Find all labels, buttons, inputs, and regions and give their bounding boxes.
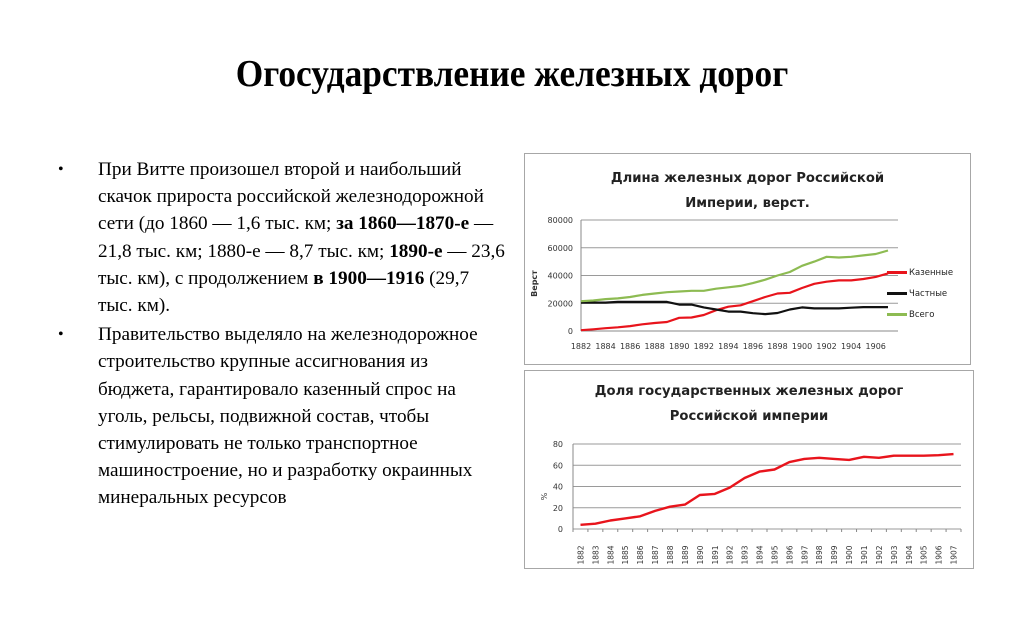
y-tick-label: 20000 <box>548 299 573 308</box>
x-tick-label: 1898 <box>815 545 824 564</box>
bullet-list: • При Витте произошел второй и наибольши… <box>58 156 508 514</box>
chart-legend: Казенные Частные Всего <box>887 262 953 325</box>
text-segment-bold: в 1900—1916 <box>313 267 425 289</box>
x-tick-label: 1888 <box>666 545 675 564</box>
x-tick-label: 1892 <box>694 342 714 351</box>
x-tick-label: 1903 <box>890 545 899 564</box>
x-tick-label: 1905 <box>920 545 929 564</box>
x-tick-label: 1886 <box>636 545 645 564</box>
series-line <box>580 249 889 303</box>
y-tick-label: 0 <box>558 525 563 534</box>
x-tick-label: 1899 <box>830 545 839 564</box>
x-tick-label: 1901 <box>860 545 869 564</box>
x-tick-label: 1907 <box>950 545 959 564</box>
legend-item-state: Казенные <box>887 262 953 283</box>
legend-item-total: Всего <box>887 304 953 325</box>
y-axis-label: Верст <box>530 270 539 297</box>
x-tick-label: 1892 <box>726 545 735 564</box>
chart-plot-area: 0 20 40 60 80 1882 1883 1884 1885 1886 1887 1888 188… <box>540 440 962 565</box>
x-tick-label: 1902 <box>816 342 836 351</box>
bullet-marker: • <box>58 161 64 178</box>
x-tick-label: 1906 <box>866 342 886 351</box>
x-tick-label: 1885 <box>621 545 630 564</box>
series-line <box>580 272 889 332</box>
bullet-marker: • <box>58 326 64 344</box>
x-tick-label: 1902 <box>875 545 884 564</box>
legend-label: Казенные <box>909 267 954 278</box>
y-tick-label: 60000 <box>548 244 573 253</box>
y-tick-label: 80000 <box>548 216 573 225</box>
y-tick-label: 40000 <box>548 272 573 281</box>
x-tick-label: 1894 <box>756 545 765 564</box>
x-tick-label: 1897 <box>800 545 809 564</box>
bullet-text: Правительство выделяло на железнодорожно… <box>98 324 478 509</box>
legend-swatch-black <box>887 292 907 295</box>
x-tick-label: 1888 <box>645 342 665 351</box>
chart-title-line-1: Доля государственных железных дорог <box>594 384 904 399</box>
x-tick-label: 1890 <box>669 342 689 351</box>
bullet-item-witte: • При Витте произошел второй и наибольши… <box>58 156 508 319</box>
legend-item-private: Частные <box>887 283 953 304</box>
x-tick-label: 1900 <box>792 342 812 351</box>
x-tick-label: 1895 <box>770 545 779 564</box>
x-tick-label: 1884 <box>595 342 615 351</box>
text-segment-bold: за 1860—1870-е <box>336 213 470 235</box>
y-tick-label: 80 <box>553 440 563 449</box>
chart-title: Доля государственных железных дорог Росс… <box>525 379 973 429</box>
chart-title-line-2: Империи, верст. <box>685 196 810 211</box>
x-tick-label: 1906 <box>935 545 944 564</box>
text-segment: При Витте произошел второй и наибольший … <box>98 159 484 235</box>
y-tick-label: 40 <box>553 483 563 492</box>
slide-title: Огосударствление железных дорог <box>235 53 789 95</box>
chart-title-line-2: Российской империи <box>669 409 829 424</box>
x-tick-label: 1900 <box>845 545 854 564</box>
x-tick-label: 1882 <box>576 545 585 564</box>
x-tick-label: 1896 <box>785 545 794 564</box>
chart-title-line-1: Длина железных дорог Российской <box>610 171 885 186</box>
x-tick-label: 1894 <box>718 342 738 351</box>
x-tick-label: 1904 <box>841 342 861 351</box>
x-tick-label: 1889 <box>681 545 690 564</box>
series-line <box>580 452 954 526</box>
chart-title: Длина железных дорог Российской Империи,… <box>525 166 970 216</box>
legend-swatch-red <box>887 271 907 274</box>
x-tick-label: 1898 <box>767 342 787 351</box>
legend-label: Всего <box>909 309 935 320</box>
y-tick-label: 0 <box>568 327 573 336</box>
bullet-item-government: • Правительство выделяло на железнодорож… <box>58 321 508 511</box>
text-segment-bold: 1890-е <box>389 240 443 262</box>
legend-label: Частные <box>909 288 948 299</box>
x-tick-label: 1896 <box>743 342 763 351</box>
legend-swatch-green <box>887 313 907 316</box>
text-segment: (29,7 тыс. км). <box>98 267 470 317</box>
y-axis-label: % <box>540 492 549 500</box>
x-tick-label: 1886 <box>620 342 640 351</box>
x-tick-label: 1891 <box>711 545 720 564</box>
x-tick-label: 1882 <box>571 342 591 351</box>
x-tick-label: 1904 <box>905 545 914 564</box>
x-tick-label: 1883 <box>591 545 600 564</box>
x-tick-label: 1887 <box>651 545 660 564</box>
text-segment: — 23,6 тыс. км), с продолжением <box>98 240 505 289</box>
series-line <box>581 300 888 316</box>
x-tick-label: 1893 <box>741 545 750 564</box>
y-tick-label: 60 <box>553 461 563 470</box>
bullet-text: При Витте произошел второй и наибольший … <box>98 159 505 316</box>
chart-state-share: Доля государственных железных дорог Росс… <box>524 370 974 569</box>
y-tick-label: 20 <box>553 504 563 513</box>
chart-plot-area: 0 20000 40000 60000 80000 1882 1884 1886 1888 189… <box>530 216 898 351</box>
x-tick-label: 1890 <box>696 545 705 564</box>
x-tick-label: 1884 <box>606 545 615 564</box>
chart-railway-length: Длина железных дорог Российской Империи,… <box>524 153 971 365</box>
text-segment: — 21,8 тыс. км; 1880-е — 8,7 тыс. км; <box>98 213 494 262</box>
